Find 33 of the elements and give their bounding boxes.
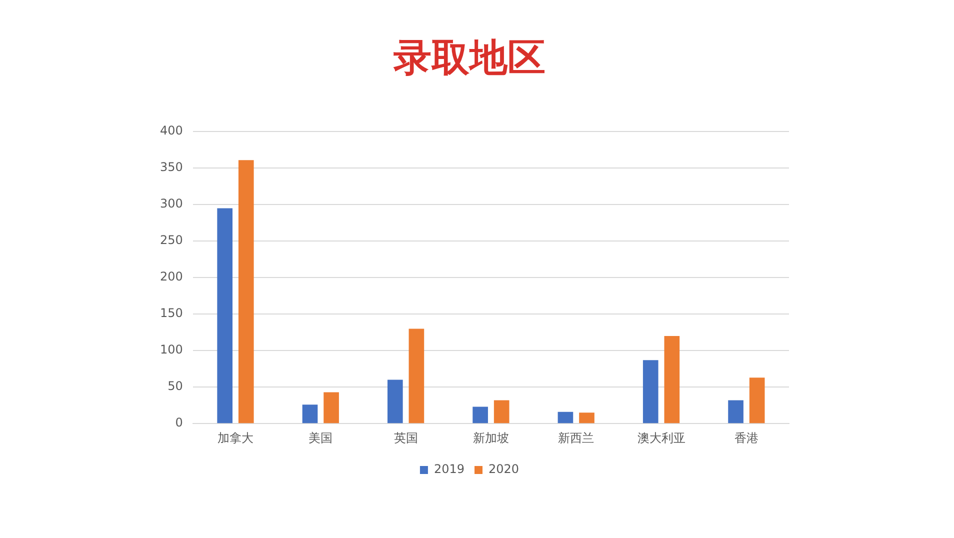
bar [664,336,680,424]
y-tick-label: 300 [160,196,183,211]
y-tick-label: 250 [160,233,183,248]
x-tick-label: 英国 [394,430,418,445]
bar [238,160,254,424]
x-tick-label: 美国 [308,430,333,445]
bar [558,412,574,424]
bar [408,328,424,424]
y-tick-label: 350 [160,160,183,174]
legend-label: 2019 [434,462,465,476]
y-tick-label: 50 [168,379,183,394]
x-tick-label: 澳大利亚 [637,430,686,445]
bar [324,392,339,424]
bar [472,406,488,424]
bar [728,400,744,424]
y-tick-label: 400 [160,124,183,138]
y-tick-label: 0 [175,416,183,430]
x-tick-label: 香港 [734,430,758,445]
y-tick-label: 100 [160,342,183,357]
x-tick-label: 新加坡 [472,430,509,445]
bar [387,380,403,424]
bar [302,404,318,424]
x-tick-label: 新西兰 [558,430,594,445]
bar [494,400,510,424]
bar [642,360,658,424]
bar [579,412,594,424]
bar [217,208,232,424]
legend-label: 2020 [488,462,520,476]
chart-title: 录取地区 [392,36,546,80]
bar [749,378,765,424]
y-tick-label: 150 [160,306,183,320]
x-tick-label: 加拿大 [217,430,254,445]
y-tick-label: 200 [160,270,183,284]
